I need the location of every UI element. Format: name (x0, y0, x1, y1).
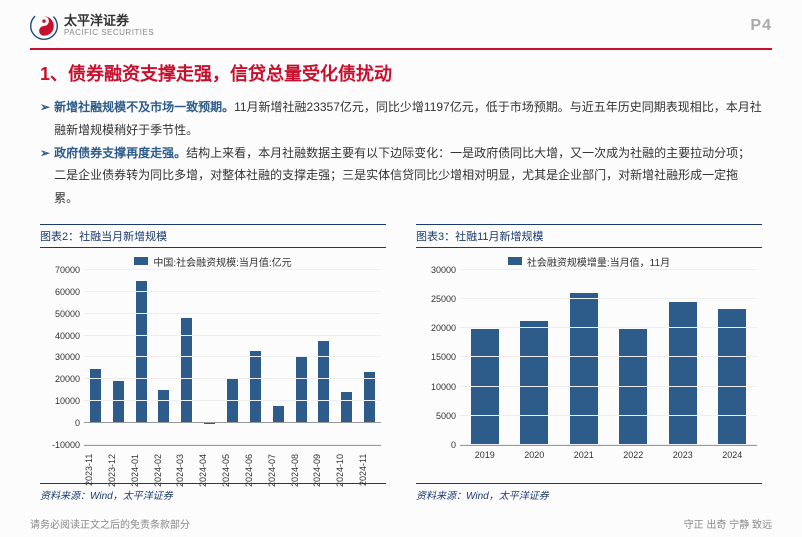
content-area: 1、债券融资支撑走强，信贷总量受化债扰动 ➢ 新增社融规模不及市场一致预期。11… (0, 60, 802, 210)
x-tick: 2024-02 (153, 450, 176, 490)
bullet-arrow-icon: ➢ (40, 142, 50, 210)
y-tick: 40000 (40, 331, 80, 341)
chart-legend: 社会融资规模增量:当月值，11月 (416, 251, 762, 271)
chart-legend: 中国:社会融资规模:当月值:亿元 (40, 251, 386, 271)
chart-bar (273, 406, 284, 424)
y-tick: 70000 (40, 265, 80, 275)
x-tick: 2023-11 (84, 450, 107, 490)
chart-bar (669, 302, 697, 445)
x-tick: 2024-06 (244, 450, 267, 490)
y-tick: 25000 (416, 294, 456, 304)
company-logo-icon (30, 12, 58, 40)
chart-bar (318, 341, 329, 423)
chart-bar (250, 351, 261, 423)
chart-bar (570, 293, 598, 445)
legend-label: 社会融资规模增量:当月值，11月 (527, 254, 670, 269)
y-tick: 20000 (416, 323, 456, 333)
legend-swatch-icon (508, 257, 522, 265)
footer: 请务必阅读正文之后的免责条款部分 守正 出奇 宁静 致远 (30, 516, 772, 531)
bullet-lead: 政府债券支撑再度走强。 (54, 146, 186, 160)
company-name-cn: 太平洋证券 (64, 14, 154, 28)
chart-right: 图表3：社融11月新增规模 社会融资规模增量:当月值，11月 050001000… (416, 224, 762, 502)
x-tick: 2023-12 (107, 450, 130, 490)
x-tick: 2024-03 (175, 450, 198, 490)
y-axis: 050001000015000200002500030000 (416, 271, 456, 445)
y-tick: 20000 (40, 374, 80, 384)
bullet-item: ➢ 政府债券支撑再度走强。结构上来看，本月社融数据主要有以下边际变化：一是政府债… (40, 142, 762, 210)
logo-area: 太平洋证券 PACIFIC SECURITIES (30, 12, 154, 40)
chart-bar (158, 390, 169, 423)
x-axis: 201920202021202220232024 (460, 450, 757, 460)
y-tick: 60000 (40, 287, 80, 297)
footer-motto: 守正 出奇 宁静 致远 (684, 516, 772, 531)
bullet-lead: 新增社融规模不及市场一致预期。 (54, 100, 234, 114)
y-tick: -10000 (40, 440, 80, 450)
y-axis: -100000100002000030000400005000060000700… (40, 271, 80, 445)
chart-bar (341, 392, 352, 423)
y-tick: 30000 (40, 352, 80, 362)
x-tick: 2024-09 (312, 450, 335, 490)
x-tick: 2024-10 (335, 450, 358, 490)
page-number: P4 (750, 17, 772, 35)
y-tick: 50000 (40, 309, 80, 319)
header: 太平洋证券 PACIFIC SECURITIES P4 (0, 0, 802, 48)
chart-title: 图表2：社融当月新增规模 (40, 224, 386, 248)
bullet-list: ➢ 新增社融规模不及市场一致预期。11月新增社融23357亿元，同比少增1197… (40, 96, 762, 210)
y-tick: 15000 (416, 352, 456, 362)
bars-container (460, 271, 757, 445)
x-tick: 2024-07 (267, 450, 290, 490)
x-axis: 2023-112023-122024-012024-022024-032024-… (84, 450, 381, 490)
x-tick: 2021 (559, 450, 609, 460)
legend-swatch-icon (134, 257, 148, 265)
x-tick: 2022 (609, 450, 659, 460)
y-tick: 0 (40, 418, 80, 428)
x-tick: 2024-04 (198, 450, 221, 490)
chart-title: 图表3：社融11月新增规模 (416, 224, 762, 248)
chart-left-area: 中国:社会融资规模:当月值:亿元 -1000001000020000300004… (40, 251, 386, 481)
charts-row: 图表2：社融当月新增规模 中国:社会融资规模:当月值:亿元 -100000100… (0, 224, 802, 502)
bars-container (84, 271, 381, 445)
x-tick: 2024 (708, 450, 758, 460)
chart-bar (520, 321, 548, 445)
y-tick: 0 (416, 440, 456, 450)
bullet-arrow-icon: ➢ (40, 96, 50, 142)
section-title: 1、债券融资支撑走强，信贷总量受化债扰动 (40, 60, 762, 86)
chart-left-plot: -100000100002000030000400005000060000700… (84, 271, 381, 446)
chart-bar (364, 372, 375, 423)
y-tick: 5000 (416, 411, 456, 421)
x-tick: 2024-05 (221, 450, 244, 490)
x-tick: 2024-01 (130, 450, 153, 490)
chart-left: 图表2：社融当月新增规模 中国:社会融资规模:当月值:亿元 -100000100… (40, 224, 386, 502)
chart-right-area: 社会融资规模增量:当月值，11月 05000100001500020000250… (416, 251, 762, 481)
footer-disclaimer: 请务必阅读正文之后的免责条款部分 (30, 516, 190, 531)
bullet-item: ➢ 新增社融规模不及市场一致预期。11月新增社融23357亿元，同比少增1197… (40, 96, 762, 142)
chart-bar (136, 281, 147, 423)
chart-bar (471, 329, 499, 445)
header-divider (30, 48, 772, 50)
company-name-en: PACIFIC SECURITIES (64, 29, 154, 38)
x-tick: 2019 (460, 450, 510, 460)
chart-bar (718, 309, 746, 445)
chart-right-plot: 050001000015000200002500030000 (460, 271, 757, 446)
x-tick: 2023 (658, 450, 708, 460)
y-tick: 10000 (40, 396, 80, 406)
chart-bar (204, 423, 215, 424)
chart-bar (113, 381, 124, 423)
x-tick: 2020 (510, 450, 560, 460)
y-tick: 30000 (416, 265, 456, 275)
x-tick: 2024-08 (290, 450, 313, 490)
legend-label: 中国:社会融资规模:当月值:亿元 (153, 254, 291, 269)
chart-bar (296, 357, 307, 423)
y-tick: 10000 (416, 382, 456, 392)
chart-source: 资料来源：Wind，太平洋证券 (416, 483, 762, 502)
chart-bar (619, 329, 647, 445)
x-tick: 2024-11 (358, 450, 381, 490)
